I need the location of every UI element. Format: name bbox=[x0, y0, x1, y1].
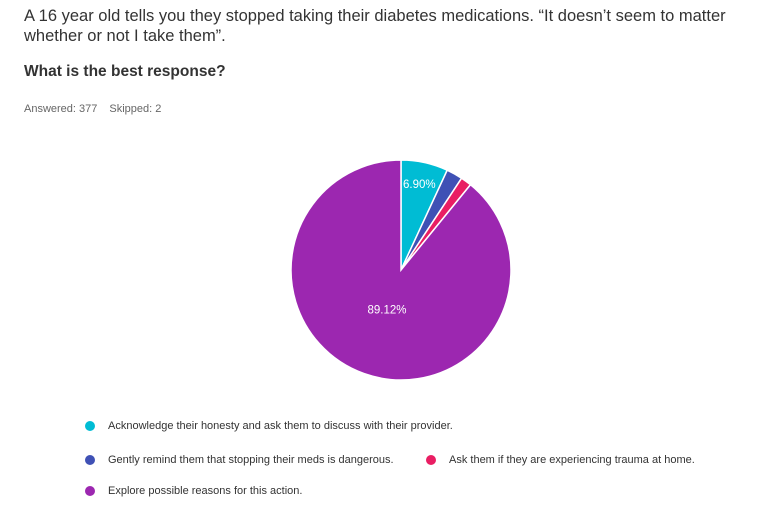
response-stats: Answered: 377 Skipped: 2 bbox=[24, 103, 161, 115]
legend-item-remind: Gently remind them that stopping their m… bbox=[85, 454, 394, 466]
legend-item-trauma: Ask them if they are experiencing trauma… bbox=[426, 454, 695, 466]
legend-label-trauma: Ask them if they are experiencing trauma… bbox=[449, 454, 695, 466]
legend-swatch-explore bbox=[85, 486, 95, 496]
legend-label-remind: Gently remind them that stopping their m… bbox=[108, 454, 394, 466]
answered-count: Answered: 377 bbox=[24, 103, 98, 115]
pie-slice-acknowledge bbox=[400, 159, 449, 271]
legend-label-explore: Explore possible reasons for this action… bbox=[108, 485, 303, 497]
pie-slice-trauma bbox=[400, 177, 472, 271]
pie-label-explore: 89.12% bbox=[367, 304, 406, 316]
pie-label-acknowledge: 6.90% bbox=[403, 179, 436, 191]
question-line-2: whether or not I take them”. bbox=[24, 27, 226, 45]
legend-item-explore: Explore possible reasons for this action… bbox=[85, 485, 302, 497]
chart-title: What is the best response? bbox=[24, 63, 226, 80]
pie-labels: 6.90% 89.12% bbox=[367, 179, 435, 316]
pie-slices bbox=[290, 159, 512, 381]
question-line-1: A 16 year old tells you they stopped tak… bbox=[24, 7, 726, 25]
question-text: A 16 year old tells you they stopped tak… bbox=[24, 6, 754, 46]
legend-item-acknowledge: Acknowledge their honesty and ask them t… bbox=[85, 420, 453, 432]
pie-slice-remind bbox=[400, 169, 463, 271]
legend-swatch-remind bbox=[85, 455, 95, 465]
legend-label-acknowledge: Acknowledge their honesty and ask them t… bbox=[108, 420, 453, 432]
skipped-count: Skipped: 2 bbox=[109, 103, 162, 115]
legend-swatch-trauma bbox=[426, 455, 436, 465]
legend-swatch-acknowledge bbox=[85, 421, 95, 431]
pie-slice-explore bbox=[290, 159, 512, 381]
